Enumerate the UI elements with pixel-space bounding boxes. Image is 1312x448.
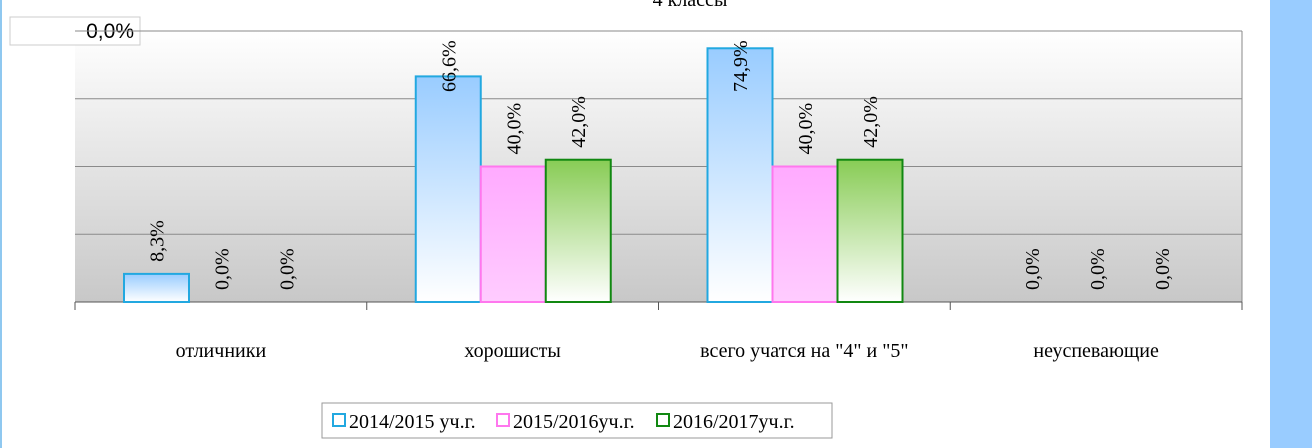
x-tick-label: неуспевающие — [1033, 340, 1159, 362]
legend-swatch — [496, 413, 510, 427]
legend-label: 2014/2015 уч.г. — [349, 411, 476, 433]
legend-label: 2016/2017уч.г. — [673, 411, 795, 433]
value-label: 0,0% — [277, 248, 299, 290]
value-label: 66,6% — [438, 40, 460, 92]
value-label: 42,0% — [568, 96, 590, 148]
value-label: 8,3% — [147, 220, 169, 262]
left-border — [0, 0, 2, 448]
bar — [479, 165, 547, 303]
value-label: 0,0% — [1022, 248, 1044, 290]
chart-title: 4 классы — [653, 0, 728, 11]
legend-swatch — [332, 413, 346, 427]
value-label: 40,0% — [503, 103, 525, 155]
legend-label: 2015/2016уч.г. — [513, 411, 635, 433]
side-band — [1270, 0, 1312, 448]
value-label: 0,0% — [212, 248, 234, 290]
bar — [544, 158, 612, 303]
x-tick-label: отличники — [176, 340, 267, 362]
x-tick-label: хорошисты — [464, 340, 560, 362]
bar — [836, 158, 904, 303]
bar — [414, 75, 482, 303]
value-label: 0,0% — [1152, 248, 1174, 290]
bar — [123, 272, 190, 304]
value-label: 74,9% — [730, 40, 752, 92]
value-label: 40,0% — [795, 103, 817, 155]
value-label: 42,0% — [860, 96, 882, 148]
legend — [321, 402, 833, 439]
x-tick-label: всего учатся на "4" и "5" — [700, 340, 908, 362]
legend-swatch — [656, 413, 670, 427]
value-label: 0,0% — [1087, 248, 1109, 290]
bar — [771, 165, 839, 303]
